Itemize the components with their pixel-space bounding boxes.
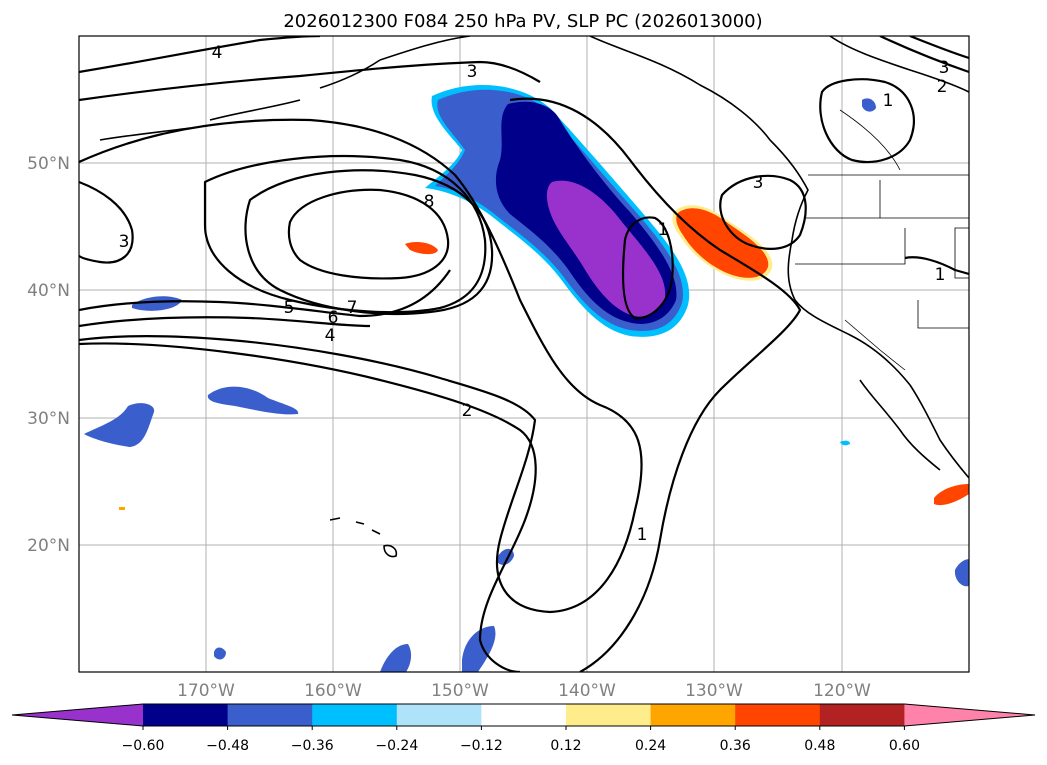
contour-label: 1 (637, 525, 648, 545)
slp-contour-3-north (79, 60, 541, 102)
slp-contour-ring-mid1 (244, 169, 494, 316)
contour-label: 6 (328, 308, 339, 328)
contour-label: 2 (462, 401, 473, 421)
slp-contour-1-east-lower (904, 256, 969, 276)
map-frame (78, 35, 970, 673)
contour-label: 1 (935, 265, 946, 285)
lon-label: 160°W (304, 681, 362, 701)
slp-contour-outer (79, 118, 643, 614)
latitude-labels: 50°N 40°N 30°N 20°N (27, 154, 70, 556)
north-america-coast (589, 36, 969, 479)
colorbar-tick-label: 0.12 (550, 738, 581, 754)
colorbar-cell (481, 704, 567, 726)
slp-contour-8-ring (287, 188, 450, 280)
baja-coast (859, 379, 941, 471)
colorbar-cell (819, 704, 905, 726)
pv-negative-blob-3 (84, 403, 155, 447)
slp-contour-7-ring (203, 155, 487, 314)
contour-label: 3 (467, 62, 478, 82)
contour-label: 3 (753, 173, 764, 193)
slp-contour-2-ne (879, 36, 969, 74)
colorbar-cell (396, 704, 482, 726)
pv-negative-blob-9 (954, 559, 969, 587)
colorbar-cell (566, 704, 652, 726)
contour-label: 3 (939, 58, 950, 78)
slp-contour-3-west (79, 180, 134, 264)
contour-label: 3 (119, 232, 130, 252)
pv-positive-anomaly-coast-core (676, 208, 769, 278)
contour-label: 2 (937, 77, 948, 97)
slp-contour-1-ne (819, 78, 915, 164)
colorbar-tick-label: −0.36 (291, 738, 334, 754)
pv-positive-anomaly-small (405, 242, 438, 255)
contour-labels: 4 3 3 2 1 3 8 1 3 5 6 7 4 2 1 1 (119, 43, 950, 545)
lon-label: 120°W (813, 681, 871, 701)
slp-contour-4-north (79, 36, 321, 74)
slp-contour-3-ne (909, 36, 969, 60)
pv-negative-blob-6 (462, 626, 496, 672)
lon-label: 140°W (558, 681, 616, 701)
political-borders (795, 109, 969, 371)
slp-contour-1-low (621, 216, 674, 320)
colorbar-tick-label: 0.24 (635, 738, 666, 754)
slp-contour-3-coast (719, 174, 807, 250)
colorbar-tick-label: 0.60 (889, 738, 920, 754)
colorbar-tick-label: 0.36 (720, 738, 751, 754)
lat-label: 20°N (27, 536, 70, 556)
slp-contour-2-south (79, 342, 537, 672)
pv-negative-blob-10 (840, 440, 850, 446)
pv-positive-blob-se (934, 484, 969, 506)
pv-positive-dot (119, 507, 125, 510)
contour-label: 5 (284, 298, 295, 318)
longitude-labels: 170°W 160°W 150°W 140°W 130°W 120°W (177, 681, 871, 701)
lat-label: 40°N (27, 281, 70, 301)
lon-label: 170°W (177, 681, 235, 701)
colorbar-extend-max (904, 704, 1035, 726)
contour-label: 1 (658, 220, 669, 240)
lon-label: 130°W (685, 681, 743, 701)
slp-contour-6 (79, 316, 371, 328)
colorbar-cell (735, 704, 821, 726)
pv-negative-anomaly-peak (546, 180, 666, 317)
pv-negative-blob-4 (862, 98, 876, 112)
contour-label: 8 (424, 192, 435, 212)
slp-contour-1-east (509, 97, 802, 672)
colorbar-cell (650, 704, 736, 726)
map-area: 4 3 3 2 1 3 8 1 3 5 6 7 4 2 1 1 (79, 36, 969, 672)
lat-label: 50°N (27, 154, 70, 174)
colorbar-tick-label: 0.48 (804, 738, 835, 754)
colorbar: −0.60 −0.48 −0.36 −0.24 −0.12 0.12 0.24 0.36 0.4… (11, 703, 1036, 754)
colorbar-cell (227, 704, 313, 726)
contour-label: 7 (347, 298, 358, 318)
colorbar-tick-label: −0.12 (460, 738, 503, 754)
pv-negative-blob-8 (214, 647, 226, 660)
pv-negative-blob-2 (207, 386, 299, 415)
chart-title: 2026012300 F084 250 hPa PV, SLP PC (2026… (283, 11, 762, 32)
slp-contours (79, 36, 969, 672)
colorbar-ticks: −0.60 −0.48 −0.36 −0.24 −0.12 0.12 0.24 0.36 0.4… (122, 726, 920, 754)
lat-label: 30°N (27, 409, 70, 429)
contour-label: 4 (325, 326, 336, 346)
colorbar-tick-label: −0.24 (375, 738, 418, 754)
colorbar-cell (312, 704, 398, 726)
lon-label: 150°W (431, 681, 489, 701)
colorbar-cell (143, 704, 229, 726)
colorbar-tick-label: −0.48 (206, 738, 249, 754)
colorbar-cells (12, 704, 1035, 726)
contour-label: 1 (883, 91, 894, 111)
pv-negative-blob-7 (380, 644, 412, 672)
hawaii-islands (329, 517, 398, 558)
colorbar-tick-label: −0.60 (122, 738, 165, 754)
slp-contour-5 (79, 269, 451, 318)
pv-negative-blob-1 (132, 296, 182, 311)
contour-label: 4 (212, 43, 223, 63)
colorbar-extend-min (12, 704, 143, 726)
alaska-coast (379, 36, 969, 93)
